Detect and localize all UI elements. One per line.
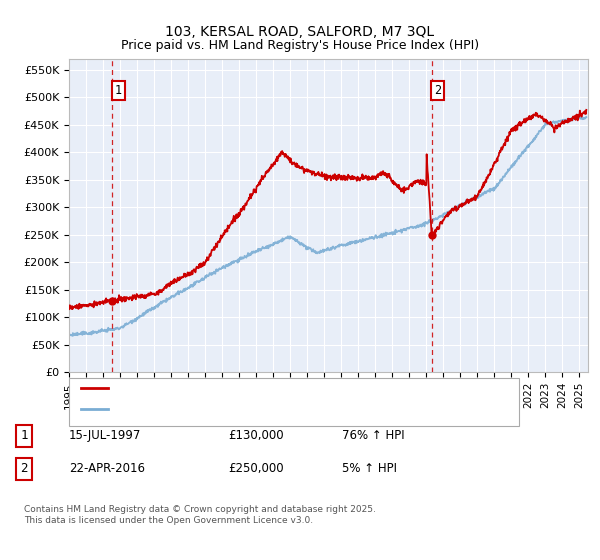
Text: 2: 2 [20, 462, 28, 475]
Text: 103, KERSAL ROAD, SALFORD, M7 3QL: 103, KERSAL ROAD, SALFORD, M7 3QL [166, 25, 434, 39]
Text: 1: 1 [20, 429, 28, 442]
Text: £250,000: £250,000 [228, 462, 284, 475]
Text: Contains HM Land Registry data © Crown copyright and database right 2025.
This d: Contains HM Land Registry data © Crown c… [24, 505, 376, 525]
Text: 5% ↑ HPI: 5% ↑ HPI [342, 462, 397, 475]
Text: 103, KERSAL ROAD, SALFORD, M7 3QL (detached house): 103, KERSAL ROAD, SALFORD, M7 3QL (detac… [114, 383, 432, 393]
Text: 2: 2 [434, 83, 441, 96]
Text: HPI: Average price, detached house, Salford: HPI: Average price, detached house, Salf… [114, 404, 360, 414]
Text: 1: 1 [115, 83, 122, 96]
Text: Price paid vs. HM Land Registry's House Price Index (HPI): Price paid vs. HM Land Registry's House … [121, 39, 479, 52]
Text: £130,000: £130,000 [228, 429, 284, 442]
Text: 15-JUL-1997: 15-JUL-1997 [69, 429, 142, 442]
Text: 76% ↑ HPI: 76% ↑ HPI [342, 429, 404, 442]
Text: 22-APR-2016: 22-APR-2016 [69, 462, 145, 475]
